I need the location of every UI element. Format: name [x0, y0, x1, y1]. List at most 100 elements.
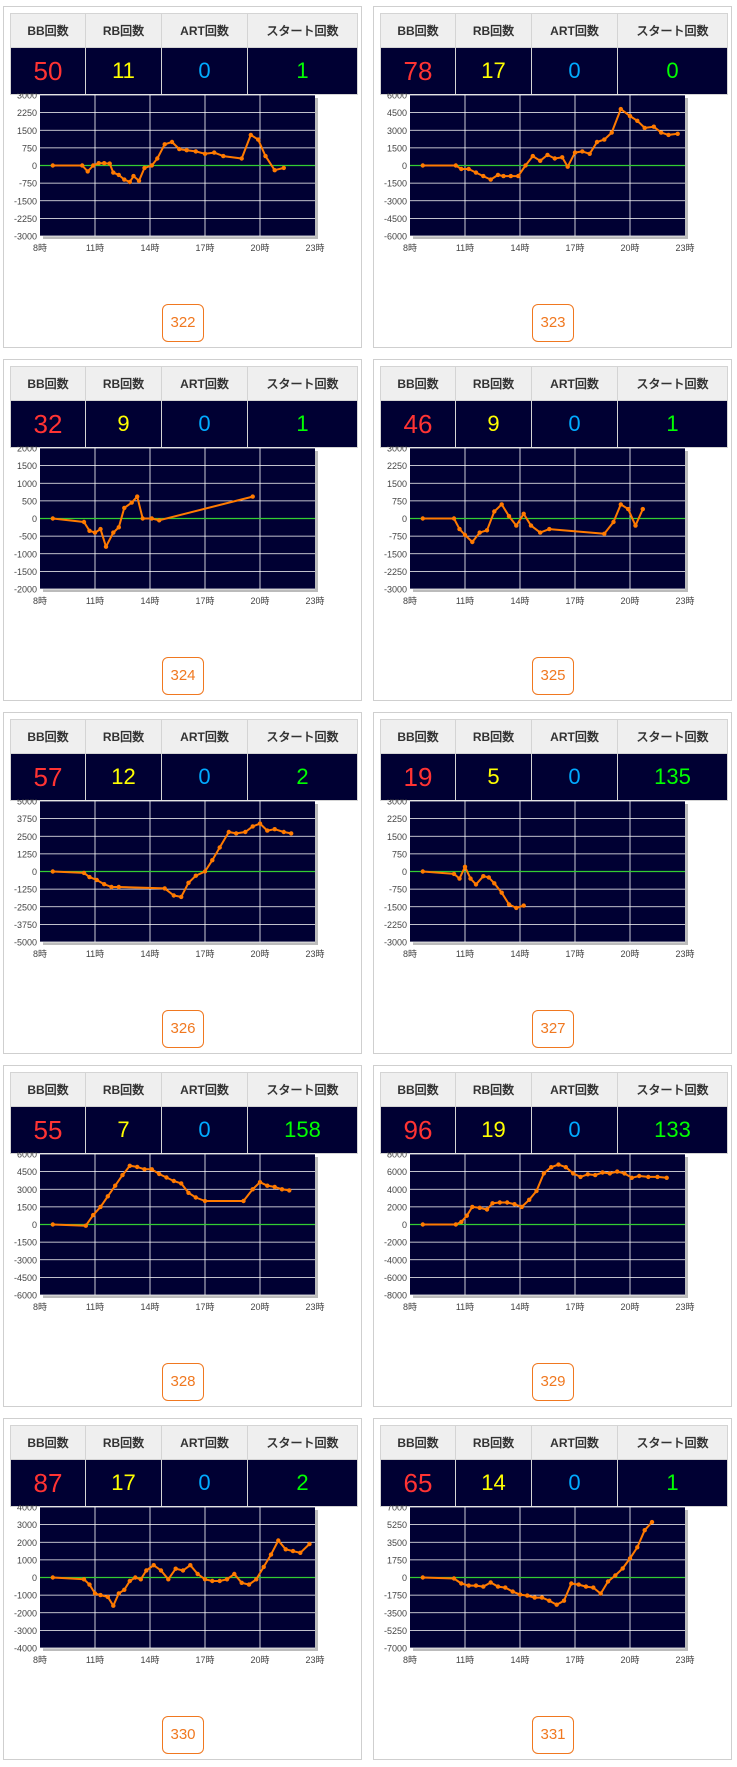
x-tick-label: 23時 [305, 243, 324, 253]
data-point [186, 880, 191, 885]
bb-header: BB回数 [380, 366, 456, 401]
y-tick-label: -3500 [384, 1608, 407, 1618]
x-tick-label: 17時 [195, 1302, 214, 1312]
data-point [243, 829, 248, 835]
data-point [492, 509, 497, 514]
start-header: スタート回数 [617, 719, 728, 754]
machine-number-button[interactable]: 328 [162, 1363, 204, 1401]
data-point [499, 890, 504, 895]
art-count: 0 [531, 400, 618, 448]
y-tick-label: -500 [19, 532, 37, 542]
rb-header: RB回数 [85, 719, 162, 754]
y-tick-label: 0 [32, 1220, 37, 1230]
data-point [530, 153, 535, 159]
data-point [158, 1568, 164, 1573]
y-tick-label: 0 [32, 161, 37, 171]
rb-header: RB回数 [85, 1072, 162, 1107]
data-point [131, 173, 136, 179]
data-point [263, 153, 268, 159]
y-tick-label: 3500 [387, 1538, 407, 1548]
y-tick-label: 1500 [387, 479, 407, 489]
x-tick-label: 8時 [33, 243, 47, 253]
art-count: 0 [161, 753, 248, 801]
x-tick-label: 8時 [33, 949, 47, 959]
machine-number-button[interactable]: 326 [162, 1010, 204, 1048]
data-point [149, 516, 154, 521]
machine-card: BB回数 RB回数 ART回数 スタート回数 78 17 0 0 6000 4500 3000 150… [373, 6, 732, 348]
data-point [149, 1167, 154, 1172]
data-point [212, 150, 217, 155]
machine-number-button[interactable]: 322 [162, 304, 204, 342]
data-point [593, 1172, 598, 1178]
data-point [466, 166, 471, 172]
data-point [193, 149, 198, 154]
data-point [499, 502, 504, 507]
machine-number-button[interactable]: 325 [532, 657, 574, 695]
stats-table: BB回数 RB回数 ART回数 スタート回数 65 14 0 1 [380, 1425, 728, 1507]
x-tick-label: 20時 [250, 949, 269, 959]
stats-table: BB回数 RB回数 ART回数 スタート回数 96 19 0 133 [380, 1072, 728, 1154]
rb-header: RB回数 [455, 366, 532, 401]
y-tick-label: -2000 [384, 1238, 407, 1248]
data-point [598, 1591, 603, 1596]
data-point [629, 1175, 634, 1180]
machine-card: BB回数 RB回数 ART回数 スタート回数 96 19 0 133 8000 6000 4000 2… [373, 1065, 732, 1407]
bb-count: 46 [380, 400, 456, 448]
data-point [144, 1568, 149, 1573]
y-tick-label: 4000 [17, 1505, 37, 1513]
data-point [234, 831, 239, 836]
data-point [116, 172, 122, 178]
art-header: ART回数 [161, 1425, 248, 1460]
x-tick-label: 11時 [456, 596, 474, 606]
y-tick-label: -2500 [14, 902, 37, 912]
data-point [257, 1180, 263, 1185]
machine-number-button[interactable]: 331 [532, 1716, 574, 1754]
art-count: 0 [161, 400, 248, 448]
bb-header: BB回数 [10, 719, 86, 754]
rb-header: RB回数 [455, 1072, 532, 1107]
data-point [490, 1201, 495, 1206]
machine-number-button[interactable]: 327 [532, 1010, 574, 1048]
data-point [217, 845, 222, 850]
x-tick-label: 17時 [195, 243, 214, 253]
y-tick-label: -1500 [14, 567, 37, 577]
data-point [111, 530, 116, 535]
y-tick-label: 1250 [17, 849, 37, 859]
machine-number-button[interactable]: 324 [162, 657, 204, 695]
start-count: 133 [617, 1106, 728, 1154]
data-point [552, 156, 557, 161]
y-tick-label: -3000 [384, 938, 407, 948]
data-point [420, 163, 425, 168]
data-point [560, 155, 565, 160]
x-tick-label: 11時 [86, 1655, 104, 1665]
data-point [514, 523, 519, 528]
data-point [497, 1200, 502, 1205]
y-tick-label: -1750 [384, 1591, 407, 1601]
data-point [81, 519, 87, 525]
data-point [484, 1207, 490, 1212]
data-point [184, 148, 189, 153]
y-tick-label: 2250 [387, 461, 407, 471]
art-header: ART回数 [531, 13, 618, 48]
y-tick-label: 0 [402, 1220, 407, 1230]
data-point [512, 1202, 517, 1207]
data-point [142, 1167, 147, 1172]
data-point [103, 544, 109, 549]
data-point [283, 1547, 288, 1552]
machine-number-button[interactable]: 330 [162, 1716, 204, 1754]
data-point [122, 505, 127, 511]
data-point [272, 168, 277, 173]
start-count: 1 [617, 1459, 728, 1507]
y-tick-label: 500 [22, 496, 37, 506]
y-tick-label: 1750 [387, 1555, 407, 1565]
data-point [547, 1598, 552, 1603]
data-point [210, 1578, 215, 1584]
y-tick-label: 4000 [387, 1185, 407, 1195]
machine-number-button[interactable]: 323 [532, 304, 574, 342]
machine-number-button[interactable]: 329 [532, 1363, 574, 1401]
data-point [556, 1162, 561, 1167]
x-tick-label: 8時 [403, 243, 417, 253]
art-header: ART回数 [531, 1425, 618, 1460]
